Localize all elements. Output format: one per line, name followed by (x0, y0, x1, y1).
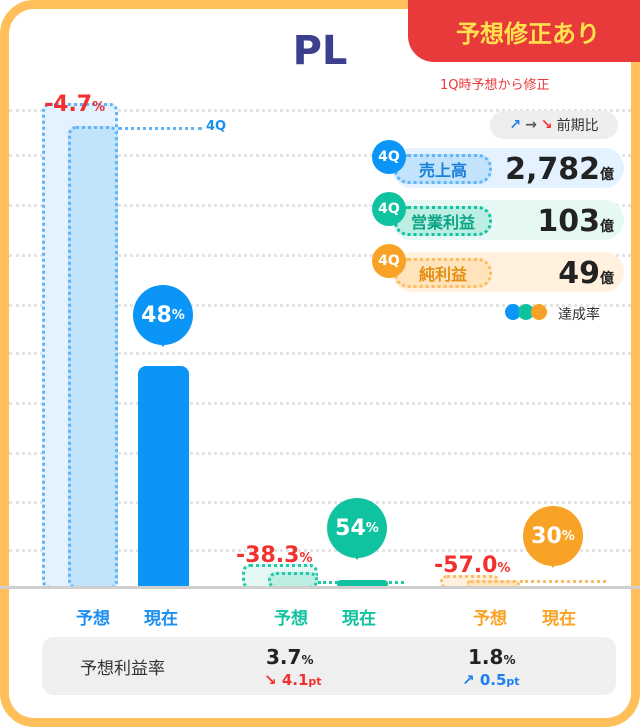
rate-legend-icon (518, 304, 534, 320)
metric-name: 純利益 (394, 258, 492, 288)
sales-achievement-bubble: 48% (133, 285, 193, 347)
quarter-badge: 4Q (372, 192, 406, 226)
rate-legend-icon (531, 304, 547, 320)
revision-note: 1Q時予想から修正 (440, 78, 550, 93)
gridline (9, 549, 631, 552)
quarter-badge: 4Q (372, 244, 406, 278)
arrow-up-icon: ↗ (462, 671, 475, 689)
compare-legend: ↗ → ↘ 前期比 (490, 111, 618, 139)
op-achievement-bubble: 54% (327, 498, 387, 560)
metric-name: 売上高 (394, 154, 492, 184)
forecast-line (520, 580, 606, 583)
net-achievement-bubble: 30% (523, 506, 583, 568)
gridline (9, 204, 631, 207)
op-margin-change: ↘ 4.1pt (264, 671, 322, 689)
label-current: 現在 (542, 609, 576, 629)
compare-label: 前期比 (556, 118, 599, 134)
gridline (9, 501, 631, 504)
arrow-up-icon: ↗ (509, 117, 522, 133)
op-revision: -38.3% (236, 543, 313, 568)
label-current: 現在 (342, 609, 376, 629)
sales-revision: -4.7% (44, 92, 106, 117)
arrow-down-icon: ↘ (264, 671, 277, 689)
sales-current-bar (138, 366, 189, 588)
quarter-badge: 4Q (372, 140, 406, 174)
op-margin-value: 3.7% (266, 645, 314, 669)
metric-net-profit: 純利益 49億 (392, 252, 624, 292)
net-margin-value: 1.8% (468, 645, 516, 669)
gridline (9, 352, 631, 355)
metric-value: 49 (558, 256, 600, 291)
net-revision: -57.0% (434, 553, 511, 578)
gridline (9, 452, 631, 455)
net-margin-change: ↗ 0.5pt (462, 671, 520, 689)
label-forecast: 予想 (274, 609, 308, 629)
gridline (9, 254, 631, 257)
forecast-line (118, 127, 202, 130)
metric-sales: 売上高 2,782億 (392, 148, 624, 188)
metric-name: 営業利益 (394, 206, 492, 236)
arrow-down-icon: ↘ (540, 117, 553, 133)
label-current: 現在 (144, 609, 178, 629)
metric-value: 103 (537, 204, 600, 239)
arrow-right-icon: → (525, 117, 537, 133)
revision-badge: 予想修正あり (408, 0, 640, 62)
forecast-tag: 4Q (206, 119, 227, 134)
rate-legend-icon (505, 304, 521, 320)
metric-value: 2,782 (505, 152, 600, 187)
margin-label: 予想利益率 (80, 659, 165, 679)
op-current-bar (337, 580, 388, 588)
sales-forecast-bar (68, 126, 118, 589)
forecast-margin-panel (42, 637, 616, 695)
gridline (9, 304, 631, 307)
gridline (9, 109, 631, 112)
baseline (0, 586, 640, 589)
metric-operating-profit: 営業利益 103億 (392, 200, 624, 240)
label-forecast: 予想 (76, 609, 110, 629)
gridline (9, 154, 631, 157)
gridline (9, 402, 631, 405)
page-title: PL (292, 28, 348, 74)
rate-legend-label: 達成率 (558, 307, 600, 323)
label-forecast: 予想 (473, 609, 507, 629)
